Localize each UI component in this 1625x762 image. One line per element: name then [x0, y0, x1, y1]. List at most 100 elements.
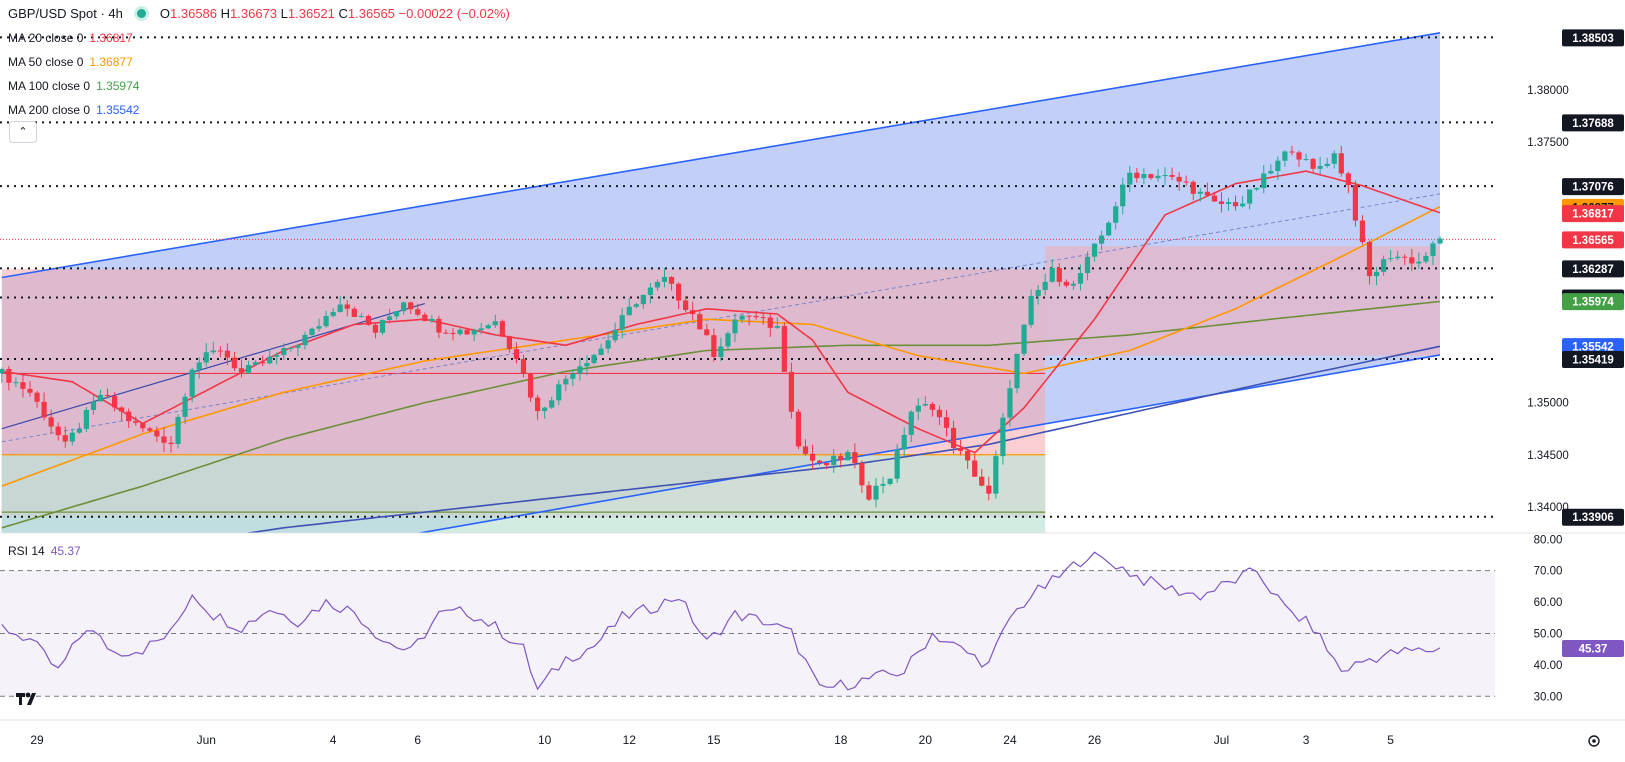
candle-body[interactable] — [838, 455, 844, 461]
candle-body[interactable] — [76, 428, 82, 433]
candle-body[interactable] — [633, 304, 639, 307]
candle-body[interactable] — [408, 302, 414, 310]
candle-body[interactable] — [365, 315, 371, 325]
candle-body[interactable] — [1373, 271, 1380, 277]
candle-body[interactable] — [1099, 235, 1105, 244]
candle-body[interactable] — [795, 411, 802, 447]
candle-body[interactable] — [323, 315, 329, 327]
candle-body[interactable] — [542, 407, 548, 412]
candle-body[interactable] — [506, 336, 512, 350]
candle-body[interactable] — [1176, 176, 1182, 182]
candle-body[interactable] — [901, 434, 907, 450]
candle-body[interactable] — [1254, 188, 1260, 190]
candle-body[interactable] — [1197, 191, 1203, 194]
candle-body[interactable] — [1113, 206, 1119, 223]
candle-body[interactable] — [563, 378, 569, 385]
candle-body[interactable] — [267, 356, 273, 364]
candle-body[interactable] — [1190, 181, 1196, 194]
candle-body[interactable] — [55, 426, 61, 436]
candle-body[interactable] — [908, 411, 914, 435]
candle-body[interactable] — [41, 401, 47, 418]
candle-body[interactable] — [1324, 163, 1330, 167]
candle-body[interactable] — [1268, 170, 1274, 174]
candle-body[interactable] — [654, 281, 661, 288]
candle-body[interactable] — [1056, 268, 1062, 282]
candle-body[interactable] — [1240, 203, 1246, 207]
candle-body[interactable] — [1247, 189, 1253, 204]
candle-body[interactable] — [161, 436, 167, 443]
candle-body[interactable] — [386, 316, 393, 321]
candle-body[interactable] — [443, 332, 449, 334]
candle-body[interactable] — [1366, 241, 1373, 277]
candle-body[interactable] — [429, 318, 435, 322]
candle-body[interactable] — [598, 348, 604, 355]
candle-body[interactable] — [499, 321, 505, 337]
candle-body[interactable] — [1275, 160, 1281, 171]
candle-body[interactable] — [894, 449, 900, 479]
candle-body[interactable] — [760, 317, 766, 319]
candle-body[interactable] — [1070, 283, 1076, 286]
candle-body[interactable] — [140, 422, 146, 429]
candle-body[interactable] — [492, 321, 498, 326]
candle-body[interactable] — [1077, 273, 1084, 284]
candle-body[interactable] — [1014, 353, 1020, 389]
candle-body[interactable] — [718, 346, 724, 357]
candle-body[interactable] — [661, 276, 668, 282]
candle-body[interactable] — [520, 358, 527, 374]
candle-body[interactable] — [302, 334, 308, 346]
candle-body[interactable] — [859, 463, 865, 486]
candle-body[interactable] — [767, 317, 773, 328]
candle-body[interactable] — [668, 276, 675, 284]
candle-body[interactable] — [478, 328, 484, 331]
candle-body[interactable] — [527, 373, 534, 398]
candle-body[interactable] — [0, 369, 5, 374]
candle-body[interactable] — [415, 309, 421, 315]
candle-body[interactable] — [683, 300, 689, 311]
candle-body[interactable] — [732, 319, 738, 334]
collapse-legend-button[interactable]: ⌃ — [9, 121, 37, 143]
candle-body[interactable] — [210, 350, 216, 353]
candle-body[interactable] — [112, 396, 118, 408]
candle-body[interactable] — [1211, 195, 1217, 202]
price-label-level[interactable]: 1.37688 — [1562, 114, 1624, 132]
candle-body[interactable] — [1063, 281, 1069, 286]
candle-body[interactable] — [450, 332, 456, 335]
candle-body[interactable] — [1021, 324, 1027, 354]
candle-body[interactable] — [626, 306, 632, 316]
candle-body[interactable] — [1084, 256, 1091, 274]
candle-body[interactable] — [852, 452, 858, 464]
candle-body[interactable] — [824, 462, 830, 466]
candle-body[interactable] — [27, 388, 33, 393]
candle-body[interactable] — [464, 329, 470, 335]
candle-body[interactable] — [1169, 175, 1175, 177]
candle-body[interactable] — [788, 371, 794, 412]
candle-body[interactable] — [1303, 158, 1309, 160]
candle-body[interactable] — [1148, 174, 1154, 179]
candle-body[interactable] — [1218, 201, 1225, 205]
candle-body[interactable] — [979, 476, 985, 486]
candle-body[interactable] — [993, 456, 999, 494]
candle-body[interactable] — [13, 382, 19, 384]
rsi-value-label[interactable]: 45.37 — [1562, 640, 1624, 658]
candle-body[interactable] — [189, 369, 195, 397]
legend-ma200[interactable]: MA 200 close 0 1.35542 — [8, 103, 139, 117]
candle-body[interactable] — [802, 446, 809, 454]
candle-body[interactable] — [647, 287, 653, 295]
candle-body[interactable] — [1000, 417, 1006, 457]
candle-body[interactable] — [6, 369, 12, 383]
candle-body[interactable] — [358, 315, 364, 317]
candle-body[interactable] — [133, 421, 139, 423]
candle-body[interactable] — [1331, 153, 1337, 164]
price-label-ma200[interactable]: 1.35542 — [1562, 338, 1624, 356]
candle-body[interactable] — [1395, 256, 1401, 259]
candle-body[interactable] — [1310, 158, 1316, 169]
candle-body[interactable] — [929, 403, 935, 410]
candle-body[interactable] — [1106, 222, 1112, 236]
price-label-price[interactable]: 1.36565 — [1562, 231, 1624, 249]
price-label-level[interactable]: 1.33906 — [1562, 508, 1624, 526]
candle-body[interactable] — [20, 382, 26, 389]
candle-body[interactable] — [182, 396, 188, 417]
candle-body[interactable] — [330, 311, 336, 316]
candle-body[interactable] — [457, 329, 463, 335]
candle-body[interactable] — [781, 326, 787, 372]
